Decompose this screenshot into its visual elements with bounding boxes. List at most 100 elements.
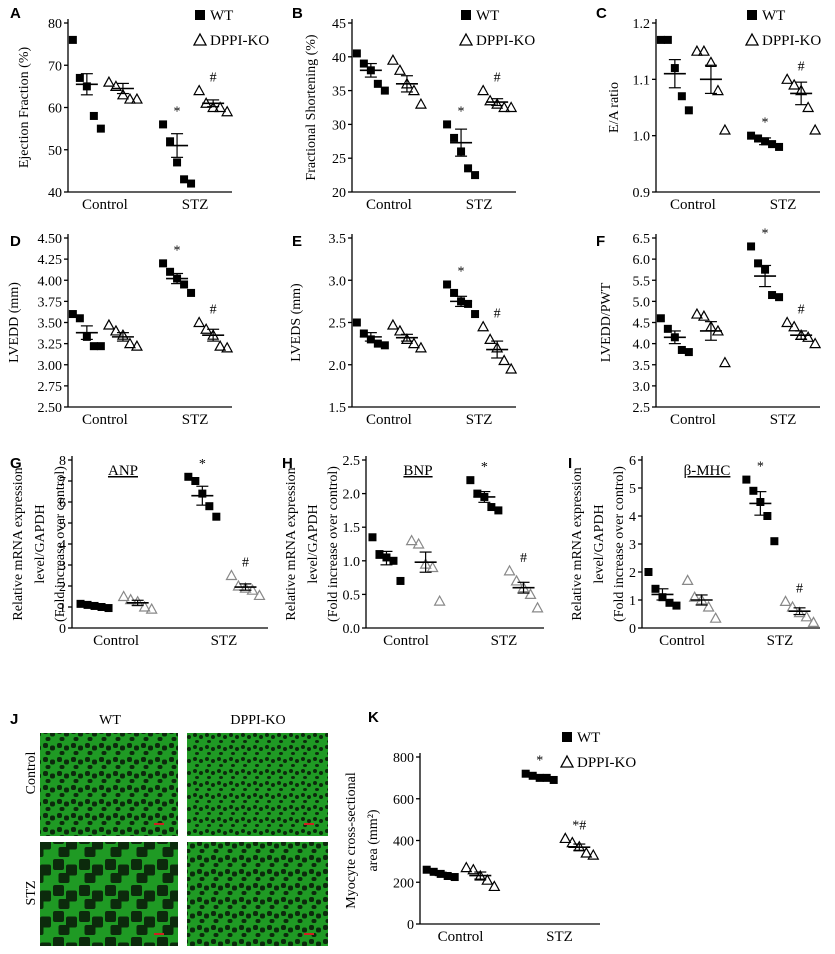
data-point-dppi-ko	[400, 333, 413, 344]
significance-mark: *	[536, 754, 543, 769]
y-tick-label: 2.5	[633, 401, 651, 416]
data-point-wt	[656, 314, 665, 323]
gene-title: BNP	[403, 463, 432, 479]
significance-mark: #	[798, 303, 805, 318]
data-point-dppi-ko	[232, 579, 245, 591]
panel-a: A 40 50 60 70 80 Control STZ Ejection Fraction (…	[10, 5, 269, 213]
data-point-wt	[75, 314, 84, 323]
x-category-label-control: Control	[82, 412, 128, 428]
data-point-wt	[528, 771, 537, 780]
data-point-dppi-ko	[414, 341, 427, 353]
data-point-wt	[89, 111, 98, 120]
y-tick-label: 4.50	[38, 232, 63, 247]
data-point-wt	[422, 865, 431, 874]
data-point-wt	[373, 79, 382, 88]
x-category-label-control: Control	[438, 929, 484, 945]
legend-marker-dppi-ko	[192, 32, 208, 46]
y-tick-label: 5.0	[633, 295, 651, 310]
y-tick-label: 200	[393, 876, 414, 891]
significance-mark: #	[494, 71, 501, 86]
y-tick-label: 35	[332, 85, 346, 100]
data-point-wt	[68, 310, 77, 319]
legend-label-wt: WT	[476, 8, 499, 24]
micro-row-label-control: Control	[24, 752, 39, 795]
y-axis-label-line: Myocyte cross-sectional	[344, 772, 359, 909]
y-tick-label: 600	[393, 793, 414, 808]
data-point-wt	[173, 158, 182, 167]
data-point-dppi-ko	[117, 590, 130, 602]
significance-mark: *	[481, 460, 488, 475]
legend-marker-dppi-ko	[458, 32, 474, 46]
data-point-wt	[471, 171, 480, 180]
data-point-dppi-ko	[253, 589, 266, 601]
data-point-wt	[542, 773, 551, 782]
data-point-dppi-ko	[531, 601, 544, 613]
data-point-wt	[359, 59, 368, 68]
panel-letter: C	[596, 5, 607, 22]
data-point-wt	[443, 120, 452, 129]
micrograph-dppi-ko-stz	[187, 842, 328, 946]
y-axis-label-line: Relative mRNA expression	[11, 467, 26, 620]
y-tick-label: 1.0	[343, 555, 361, 570]
data-point-wt	[763, 512, 772, 520]
data-point-wt	[396, 576, 405, 585]
data-point-wt	[487, 503, 496, 512]
data-point-dppi-ko	[412, 537, 425, 549]
significance-mark: *	[174, 104, 181, 119]
significance-mark: *#	[572, 818, 586, 833]
y-tick-label: 2.0	[343, 488, 361, 503]
panel-f: F 2.5 3.0 3.5 4.0 4.5 5.0 5.5 6.0 6.5 Control STZ LV…	[596, 226, 822, 428]
panel-k: K 0 200 400 600 800 Control STZ Myocyte cross-se…	[344, 709, 636, 945]
y-tick-label: 0.0	[343, 622, 361, 637]
significance-mark: #	[520, 551, 527, 566]
panel-c: C 0.9 1.0 1.1 1.2 Control STZ E/A ratio WT DPPI-K…	[596, 5, 821, 213]
data-point-wt	[191, 477, 200, 485]
y-tick-label: 1	[59, 601, 66, 616]
y-tick-label: 80	[48, 17, 62, 32]
y-axis-label-line: (Fold increase over control)	[612, 466, 627, 622]
data-point-wt	[443, 871, 452, 880]
data-point-dppi-ko	[524, 588, 537, 599]
micro-col-label-wt: WT	[99, 713, 121, 728]
y-tick-label: 3.0	[633, 380, 651, 395]
y-tick-label: 1.2	[633, 17, 651, 32]
y-tick-label: 2	[629, 566, 636, 581]
data-point-dppi-ko	[123, 337, 136, 349]
data-point-wt	[464, 299, 473, 308]
y-tick-label: 30	[332, 118, 346, 133]
data-point-wt	[684, 106, 693, 115]
y-tick-label: 5	[629, 482, 636, 497]
y-tick-label: 8	[59, 454, 66, 469]
y-tick-label: 2.75	[38, 380, 63, 395]
data-point-dppi-ko	[587, 848, 600, 860]
data-point-dppi-ko	[802, 101, 815, 113]
y-tick-label: 4	[629, 510, 636, 525]
data-point-wt	[663, 324, 672, 333]
data-point-wt	[429, 867, 438, 876]
data-point-wt	[212, 512, 221, 521]
gene-title: ANP	[108, 463, 138, 479]
data-point-dppi-ko	[414, 97, 427, 109]
panel-letter: G	[10, 455, 22, 472]
y-axis-label-line: level/GAPDH	[306, 504, 321, 583]
data-point-wt	[96, 342, 105, 351]
data-point-dppi-ko	[779, 595, 792, 606]
data-point-dppi-ko	[580, 846, 593, 858]
panel-letter: D	[10, 233, 21, 250]
y-tick-label: 3.5	[633, 359, 651, 374]
y-tick-label: 3.5	[329, 232, 347, 247]
x-category-label-control: Control	[670, 197, 716, 213]
data-point-dppi-ko	[393, 324, 406, 336]
data-point-wt	[742, 475, 751, 484]
significance-mark: #	[494, 307, 501, 322]
data-point-dppi-ko	[123, 92, 136, 104]
y-tick-label: 6.0	[633, 253, 651, 268]
y-axis-label: LVEDD/PWT	[599, 282, 614, 362]
data-point-wt	[768, 291, 777, 300]
data-point-dppi-ko	[800, 610, 813, 622]
data-point-wt	[75, 73, 84, 82]
data-point-wt	[768, 140, 777, 149]
data-point-wt	[68, 35, 77, 44]
y-tick-label: 1.5	[343, 521, 361, 536]
x-category-label-stz: STZ	[546, 929, 573, 945]
